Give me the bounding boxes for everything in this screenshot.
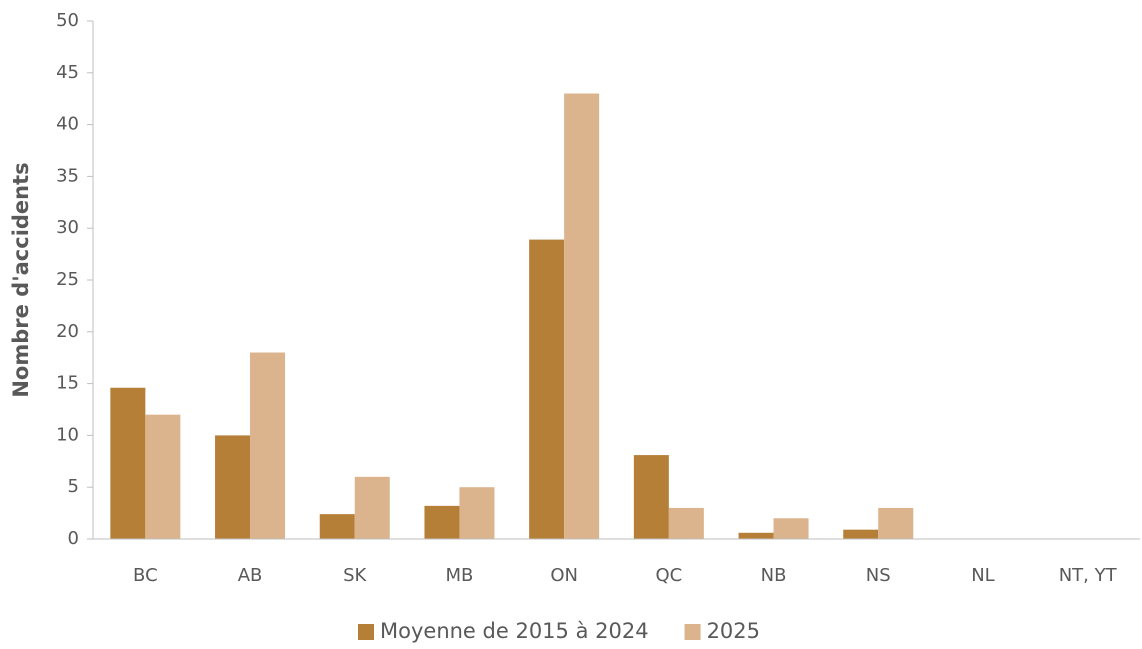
bar	[459, 487, 495, 539]
y-tick-label: 0	[68, 528, 79, 549]
y-tick-label: 30	[56, 217, 79, 238]
y-axis-label: Nombre d'accidents	[9, 162, 33, 397]
y-tick-label: 20	[56, 321, 79, 342]
legend-label: Moyenne de 2015 à 2024	[380, 619, 649, 643]
legend-swatch	[684, 624, 701, 640]
y-tick-label: 50	[56, 10, 79, 31]
bar	[843, 529, 879, 539]
x-tick-label: NB	[761, 565, 787, 586]
x-tick-label: NL	[971, 565, 995, 586]
x-tick-label: NT, YT	[1059, 565, 1118, 586]
y-tick-label: 35	[56, 165, 79, 186]
bar	[145, 414, 181, 539]
x-tick-label: QC	[655, 565, 682, 586]
bar	[250, 352, 286, 539]
y-tick-label: 25	[56, 269, 79, 290]
legend-label: 2025	[707, 619, 760, 643]
bar	[773, 518, 809, 539]
bar	[110, 387, 146, 539]
bar	[319, 514, 355, 539]
bar	[668, 507, 704, 539]
y-tick-label: 15	[56, 373, 79, 394]
x-tick-label: SK	[343, 565, 367, 586]
bar	[424, 505, 460, 539]
y-tick-label: 10	[56, 424, 79, 445]
legend-swatch	[358, 624, 374, 640]
bar	[633, 455, 669, 539]
bar	[215, 435, 251, 539]
bar	[878, 507, 914, 539]
bar	[354, 476, 390, 539]
x-tick-label: AB	[238, 565, 263, 586]
x-tick-label: ON	[550, 565, 578, 586]
bar	[529, 239, 565, 539]
y-tick-label: 40	[56, 114, 79, 135]
x-tick-label: NS	[866, 565, 891, 586]
y-tick-label: 45	[56, 62, 79, 83]
bar	[738, 532, 774, 539]
x-tick-label: BC	[133, 565, 158, 586]
bar	[564, 93, 600, 540]
y-tick-label: 5	[68, 476, 79, 497]
x-tick-label: MB	[446, 565, 474, 586]
